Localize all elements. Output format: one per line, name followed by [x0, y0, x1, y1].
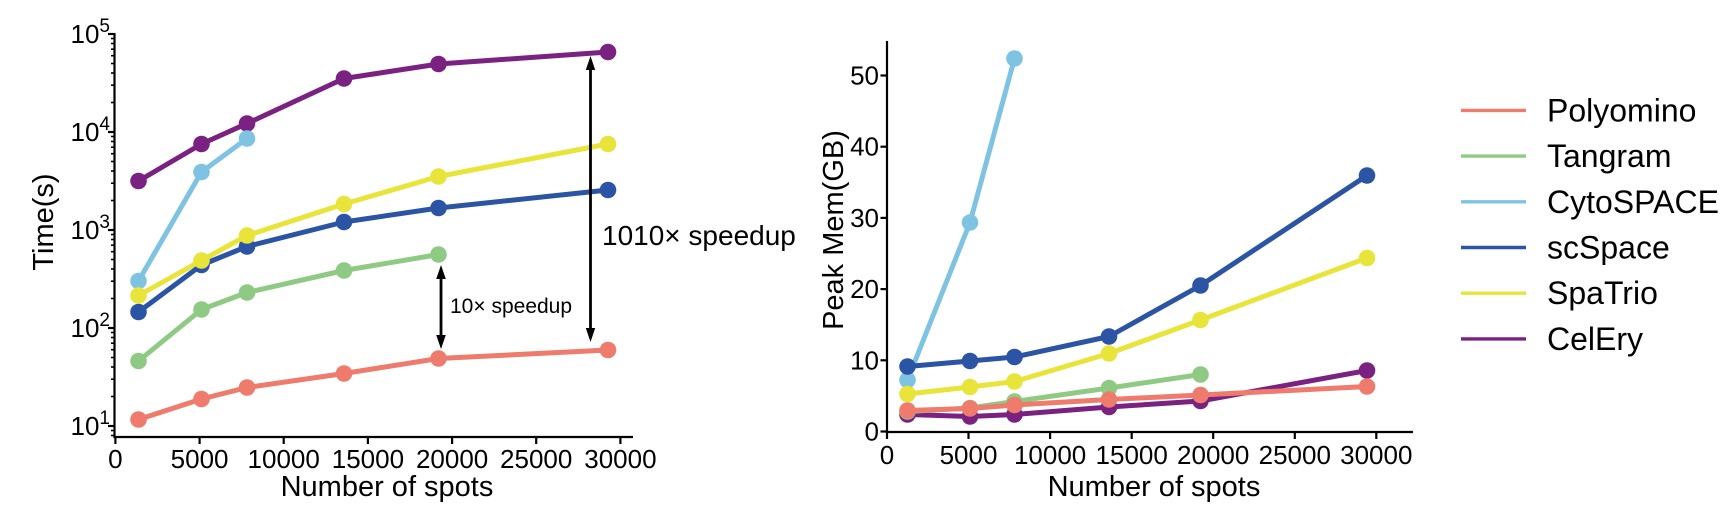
svg-text:10000: 10000 [248, 444, 320, 474]
svg-text:CytoSPACE: CytoSPACE [1547, 184, 1719, 220]
svg-text:Time(s): Time(s) [28, 173, 60, 270]
svg-text:0: 0 [880, 440, 894, 470]
svg-text:15000: 15000 [1096, 440, 1168, 470]
svg-text:30: 30 [850, 203, 879, 233]
svg-text:Tangram: Tangram [1547, 138, 1672, 174]
svg-text:5000: 5000 [940, 440, 998, 470]
svg-text:15000: 15000 [332, 444, 404, 474]
svg-text:Number of spots: Number of spots [1048, 471, 1261, 503]
svg-text:Polyomino: Polyomino [1547, 92, 1696, 128]
svg-text:CelEry: CelEry [1547, 321, 1643, 357]
svg-text:25000: 25000 [1259, 440, 1331, 470]
svg-text:20000: 20000 [1177, 440, 1249, 470]
svg-text:20000: 20000 [416, 444, 488, 474]
svg-text:0: 0 [865, 417, 879, 447]
svg-text:1010× speedup: 1010× speedup [602, 220, 796, 251]
svg-text:Number of spots: Number of spots [281, 471, 494, 503]
svg-text:40: 40 [850, 132, 879, 162]
svg-text:30000: 30000 [1340, 440, 1412, 470]
svg-text:25000: 25000 [500, 444, 572, 474]
svg-text:10000: 10000 [1014, 440, 1086, 470]
svg-text:20: 20 [850, 274, 879, 304]
svg-text:50: 50 [850, 61, 879, 91]
svg-text:5000: 5000 [171, 444, 229, 474]
svg-text:10× speedup: 10× speedup [450, 295, 572, 318]
svg-text:10: 10 [850, 345, 879, 375]
svg-text:SpaTrio: SpaTrio [1547, 275, 1658, 311]
svg-text:0: 0 [108, 444, 122, 474]
svg-text:30000: 30000 [584, 444, 656, 474]
svg-text:scSpace: scSpace [1547, 230, 1670, 266]
svg-text:Peak Mem(GB): Peak Mem(GB) [818, 130, 850, 330]
